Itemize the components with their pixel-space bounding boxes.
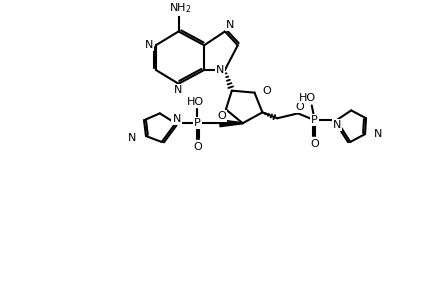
Text: N: N [174,85,183,95]
Text: O: O [262,86,271,96]
Text: NH$_2$: NH$_2$ [169,1,192,15]
Text: N: N [215,65,224,75]
Text: O: O [193,142,201,152]
Text: HO: HO [299,93,316,103]
Text: N: N [333,120,342,130]
Polygon shape [220,120,243,127]
Text: HO: HO [187,97,204,106]
Text: N: N [145,40,153,50]
Text: O: O [296,102,304,113]
Text: N: N [128,133,136,143]
Text: P: P [194,118,201,128]
Text: N: N [226,21,234,30]
Text: O: O [311,139,319,149]
Text: N: N [173,114,181,124]
Text: P: P [311,115,318,125]
Text: N: N [374,129,382,139]
Text: O: O [218,111,226,121]
